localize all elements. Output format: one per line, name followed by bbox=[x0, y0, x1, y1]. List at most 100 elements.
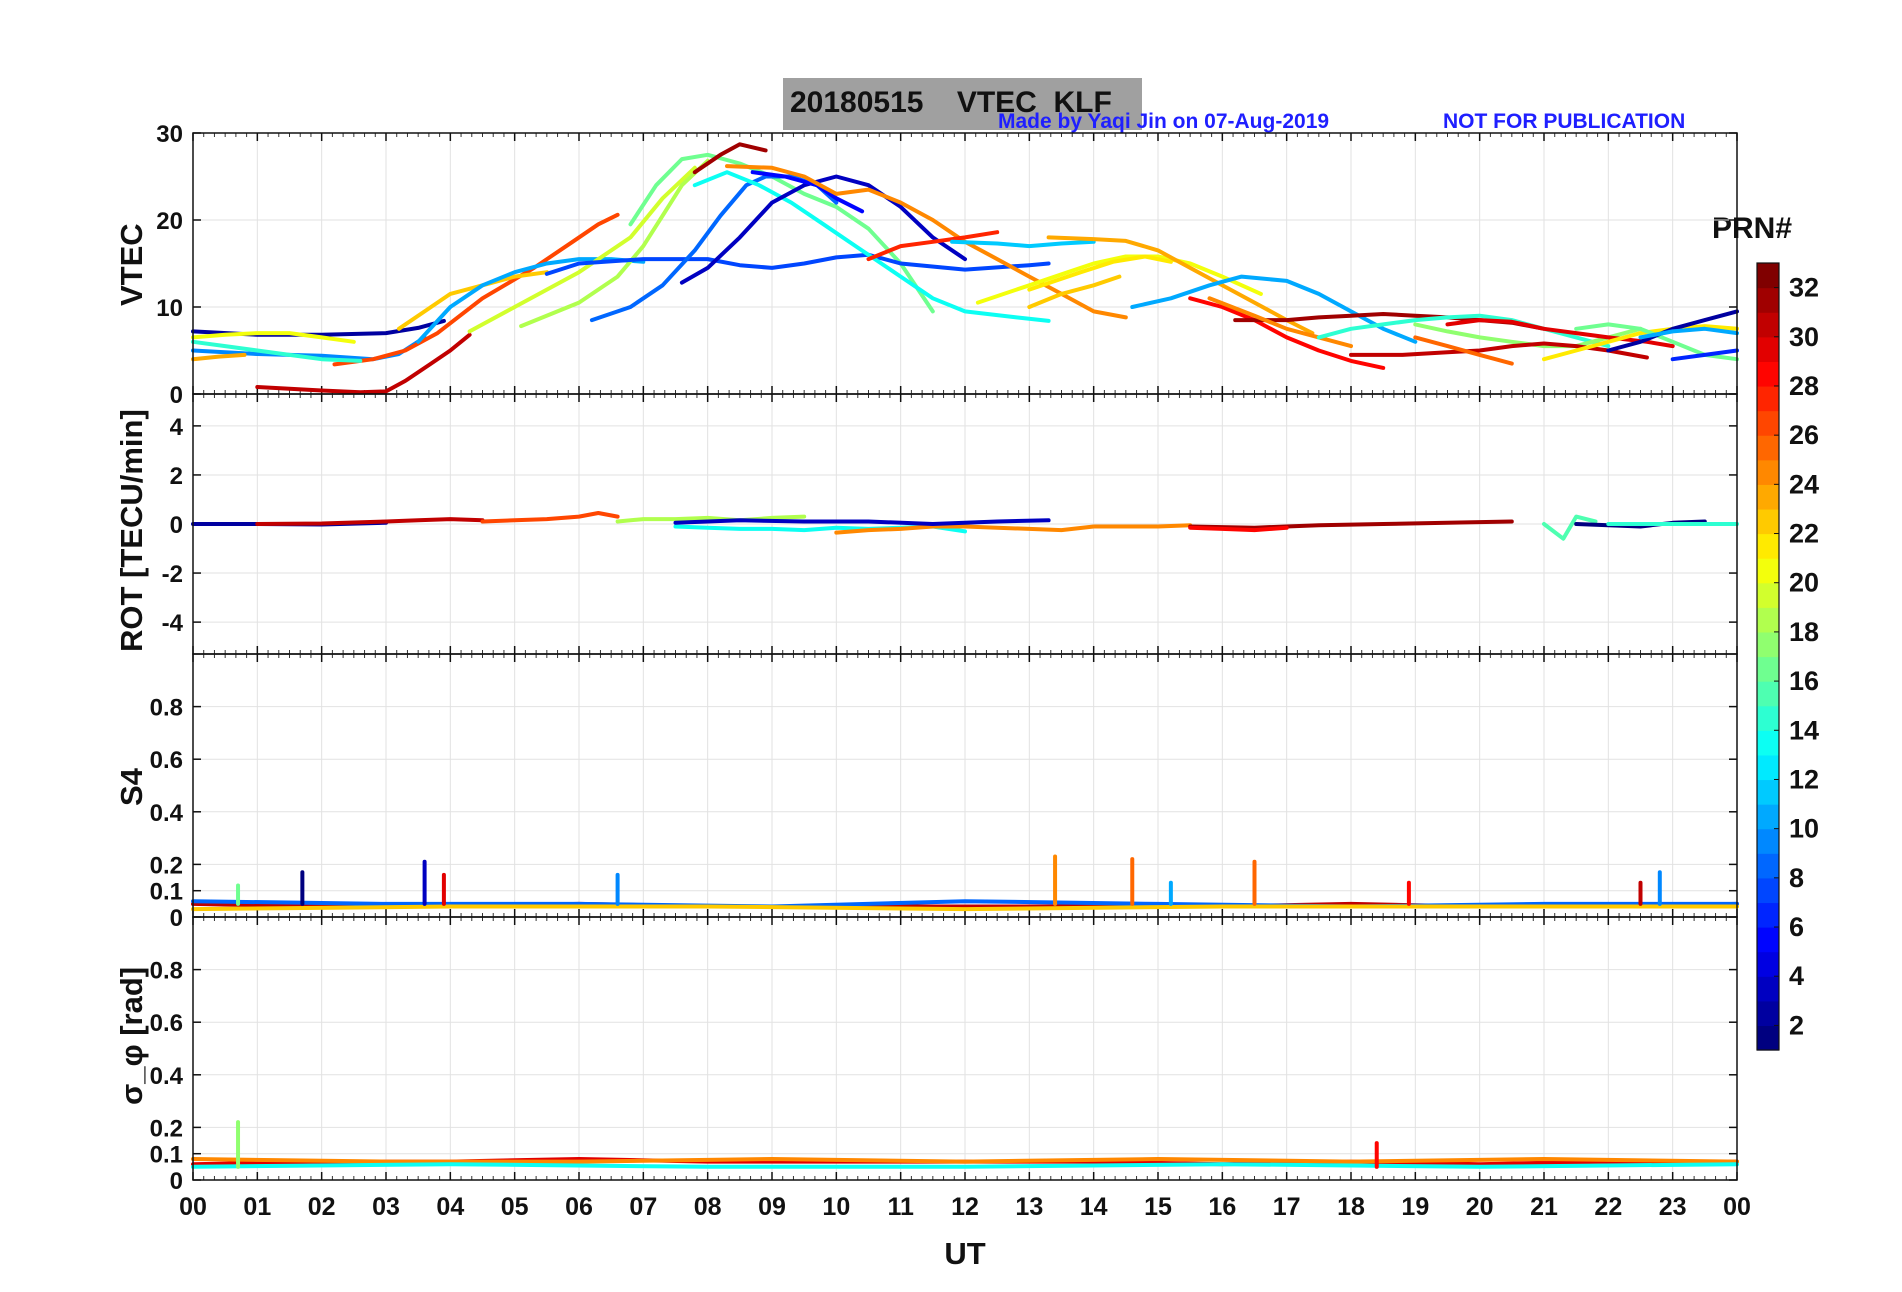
title-box bbox=[783, 78, 1142, 130]
colorbar-step bbox=[1757, 951, 1779, 977]
x-tick-label: 07 bbox=[629, 1193, 657, 1221]
series-line-prn-31 bbox=[1188, 519, 1514, 530]
x-tick-label: 21 bbox=[1530, 1193, 1558, 1221]
panel-rot: -4 -2 0 2 4 ROT [TECU/min] bbox=[114, 393, 1739, 655]
series-line-prn-3 bbox=[673, 518, 1051, 526]
x-tick-label: 18 bbox=[1337, 1193, 1365, 1221]
series-line-prn-26 bbox=[480, 511, 620, 524]
colorbar-tick-label: 2 bbox=[1789, 1010, 1804, 1040]
x-tick-label: 02 bbox=[308, 1193, 336, 1221]
colorbar-tick-label: 26 bbox=[1789, 420, 1819, 450]
x-tick-label: 13 bbox=[1015, 1193, 1043, 1221]
colorbar-tick-label: 30 bbox=[1789, 322, 1819, 352]
x-tick-label: 05 bbox=[501, 1193, 529, 1221]
y-tick-label: -4 bbox=[162, 610, 184, 637]
y-axis-label-s4: S4 bbox=[114, 767, 149, 806]
colorbar-tick-label: 20 bbox=[1789, 568, 1819, 598]
colorbar-step bbox=[1757, 361, 1779, 387]
y-tick-label: 20 bbox=[156, 208, 183, 235]
series-line-prn-24 bbox=[191, 1157, 1739, 1164]
colorbar-step bbox=[1757, 705, 1779, 731]
colorbar-tick-label: 32 bbox=[1789, 273, 1819, 303]
series-line-prn-25 bbox=[1413, 335, 1514, 366]
colorbar-step bbox=[1757, 976, 1779, 1002]
x-tick-label: 03 bbox=[372, 1193, 400, 1221]
colorbar-tick-label: 24 bbox=[1789, 469, 1819, 499]
series-line-prn-28 bbox=[1188, 525, 1289, 533]
colorbar-tick-label: 22 bbox=[1789, 519, 1819, 549]
x-tick-label: 08 bbox=[694, 1193, 722, 1221]
series-line-prn-13 bbox=[692, 170, 1051, 323]
x-tick-label: 19 bbox=[1401, 1193, 1429, 1221]
colorbar-step bbox=[1757, 853, 1779, 879]
x-tick-label: 04 bbox=[436, 1193, 464, 1221]
y-tick-label: 0.2 bbox=[150, 852, 183, 879]
series-line-prn-2 bbox=[1606, 309, 1739, 353]
colorbar-step bbox=[1757, 312, 1779, 338]
colorbar-step bbox=[1757, 459, 1779, 485]
series-line-prn-13 bbox=[191, 1162, 1739, 1169]
x-tick-label: 14 bbox=[1080, 1193, 1108, 1221]
y-tick-label: 4 bbox=[170, 414, 184, 441]
colorbar-tick-label: 18 bbox=[1789, 617, 1819, 647]
series-line-prn-28 bbox=[1188, 296, 1386, 370]
x-tick-label: 12 bbox=[951, 1193, 979, 1221]
y-axis-label-sigma_phi: σ_φ [rad] bbox=[114, 967, 149, 1105]
y-tick-label: 0.8 bbox=[150, 695, 183, 722]
series-line-prn-22 bbox=[396, 270, 549, 331]
colorbar-tick-label: 8 bbox=[1789, 863, 1804, 893]
colorbar-step bbox=[1757, 558, 1779, 584]
series-line-prn-19 bbox=[467, 165, 697, 334]
series-line-prn-11 bbox=[950, 239, 1096, 249]
colorbar-tick-label: 10 bbox=[1789, 814, 1819, 844]
series-line-prn-18 bbox=[615, 514, 807, 524]
series-line-prn-10 bbox=[1638, 326, 1739, 340]
series-line-prn-15 bbox=[1542, 514, 1598, 541]
colorbar-step bbox=[1757, 336, 1779, 362]
x-tick-label: 11 bbox=[887, 1193, 914, 1221]
x-tick-label: 23 bbox=[1659, 1193, 1687, 1221]
colorbar-tick-label: 4 bbox=[1789, 961, 1804, 991]
panel-sigma_phi: 00.10.2 0.4 0.6 0.8σ_φ [rad] bbox=[114, 916, 1739, 1195]
x-tick-label: 06 bbox=[565, 1193, 593, 1221]
series-line-prn-7 bbox=[544, 252, 1051, 276]
x-tick-label: 09 bbox=[758, 1193, 786, 1221]
colorbar-frame bbox=[1756, 262, 1780, 1051]
colorbar-step bbox=[1757, 435, 1779, 461]
colorbar-step bbox=[1757, 681, 1779, 707]
y-axis-label-vtec: VTEC bbox=[114, 223, 149, 306]
title-label: VTEC KLF bbox=[956, 86, 1112, 119]
x-tick-label: 00 bbox=[179, 1193, 207, 1221]
series-line-prn-27 bbox=[866, 230, 1000, 262]
credit-made-by: Made by Yaqi Jin on 07-Aug-2019 bbox=[998, 110, 1330, 133]
x-tick-label: 17 bbox=[1273, 1193, 1301, 1221]
colorbar-title: PRN# bbox=[1712, 212, 1793, 245]
x-tick-label: 20 bbox=[1466, 1193, 1494, 1221]
y-tick-label: 0.1 bbox=[150, 1142, 183, 1169]
colorbar-step bbox=[1757, 631, 1779, 658]
series-line-prn-22 bbox=[191, 904, 1739, 912]
colorbar-step bbox=[1757, 1025, 1779, 1051]
colorbar-tick-label: 28 bbox=[1789, 371, 1819, 401]
series-line-prn-23 bbox=[1046, 235, 1315, 336]
panel-vtec: 0 10 20 30 VTEC bbox=[114, 121, 1739, 409]
y-tick-label: 0.6 bbox=[150, 1010, 183, 1037]
panel-s4: 00.10.2 0.4 0.6 0.8 S4 bbox=[114, 653, 1739, 932]
x-tick-label: 10 bbox=[822, 1193, 850, 1221]
series-line-prn-24 bbox=[1207, 296, 1353, 349]
x-tick-label: 22 bbox=[1594, 1193, 1622, 1221]
colorbar-step bbox=[1757, 754, 1779, 781]
y-tick-label: 0 bbox=[170, 905, 183, 932]
colorbar-step bbox=[1757, 1000, 1779, 1027]
y-tick-label: -2 bbox=[162, 561, 183, 588]
series-line-prn-3 bbox=[679, 174, 967, 285]
y-tick-label: 0.4 bbox=[150, 1063, 184, 1090]
series-line-prn-10 bbox=[416, 257, 646, 344]
colorbar-tick-label: 6 bbox=[1789, 912, 1804, 942]
series-line-prn-8 bbox=[589, 174, 839, 323]
series-line-prn-30 bbox=[255, 517, 485, 526]
series-line-prn-21 bbox=[1542, 324, 1739, 362]
y-axis-label-rot: ROT [TECU/min] bbox=[114, 409, 149, 652]
series-line-prn-18 bbox=[519, 158, 710, 329]
